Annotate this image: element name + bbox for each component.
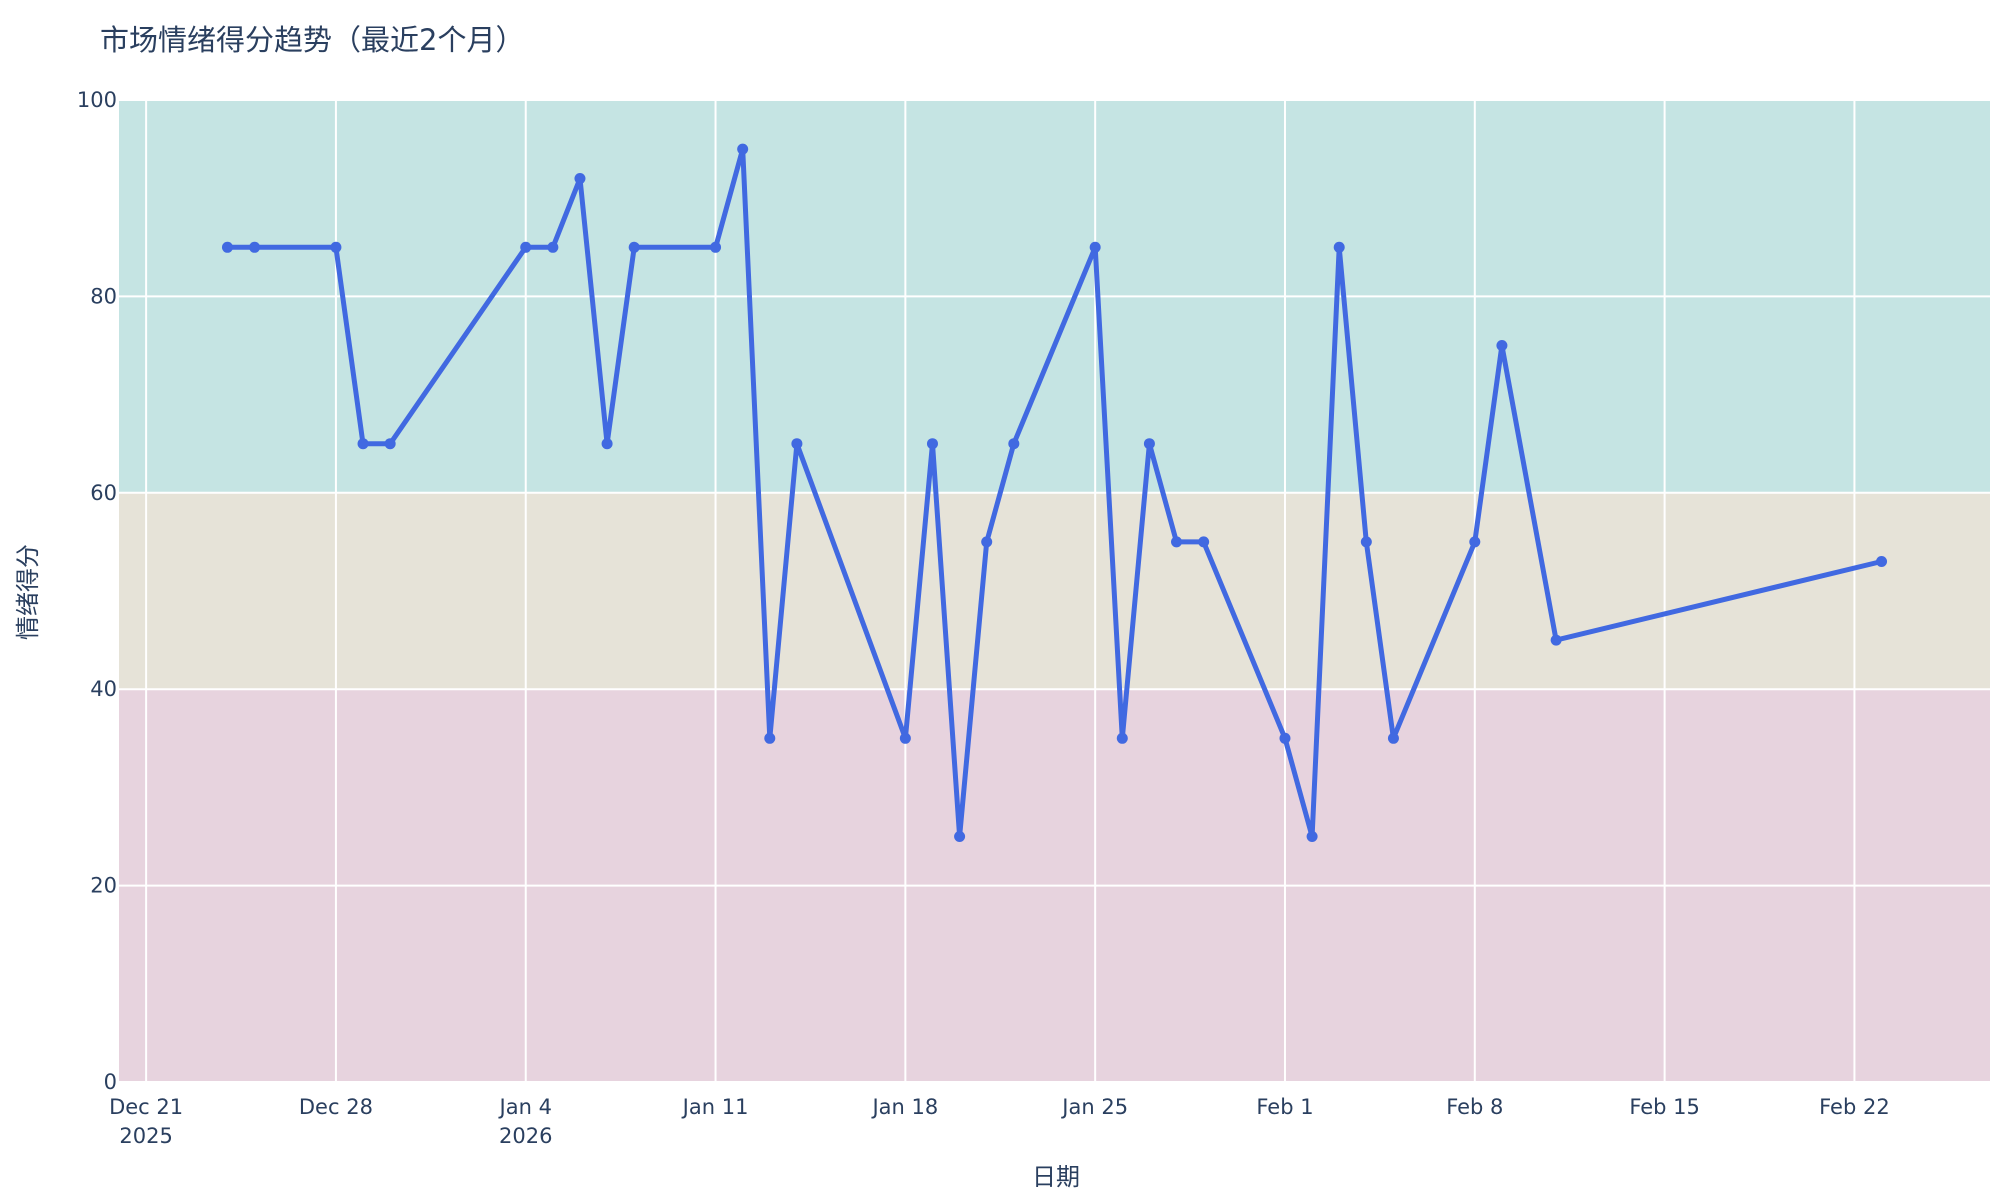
- x-tick-label: Dec 21: [109, 1095, 183, 1119]
- data-point[interactable]: [926, 438, 938, 450]
- data-point[interactable]: [601, 438, 613, 450]
- data-point[interactable]: [1496, 340, 1508, 351]
- x-tick-label: Jan 4: [498, 1095, 552, 1119]
- x-tick-label: Dec 28: [299, 1095, 373, 1119]
- data-point[interactable]: [628, 241, 640, 253]
- data-point[interactable]: [357, 438, 369, 450]
- data-point[interactable]: [1333, 241, 1345, 253]
- data-point[interactable]: [737, 143, 749, 155]
- x-tick-year-label: 2026: [499, 1124, 552, 1148]
- data-point[interactable]: [1198, 536, 1210, 548]
- chart-title: 市场情绪得分趋势（最近2个月）: [100, 23, 524, 57]
- data-point[interactable]: [981, 536, 993, 548]
- data-point[interactable]: [547, 241, 559, 253]
- y-axis-title: 情绪得分: [14, 544, 42, 640]
- series-layer: [221, 143, 1888, 842]
- data-point[interactable]: [1116, 732, 1128, 744]
- data-point[interactable]: [1008, 438, 1020, 450]
- x-axis-ticks: Dec 21 2025 Dec 28 Jan 4 2026 Jan 11 Jan 18 Jan…: [109, 1095, 1890, 1148]
- data-point[interactable]: [1360, 536, 1372, 548]
- score-band-40-60: [119, 492, 1990, 690]
- data-point[interactable]: [1143, 438, 1155, 450]
- data-point[interactable]: [1469, 536, 1481, 548]
- data-point[interactable]: [764, 732, 776, 744]
- x-tick-label: Jan 25: [1060, 1095, 1128, 1119]
- y-tick-label: 20: [90, 874, 117, 898]
- data-point[interactable]: [249, 241, 261, 253]
- data-point[interactable]: [1306, 831, 1318, 842]
- data-point[interactable]: [1089, 241, 1101, 253]
- score-bands: [119, 100, 1990, 1082]
- data-point[interactable]: [574, 173, 586, 185]
- data-point[interactable]: [1550, 634, 1562, 646]
- data-point[interactable]: [221, 241, 233, 253]
- data-point[interactable]: [330, 241, 342, 253]
- data-point[interactable]: [1876, 556, 1888, 568]
- data-point[interactable]: [520, 241, 532, 253]
- gridlines: [119, 99, 1990, 1083]
- y-axis-ticks: 0 20 40 60 80 100: [77, 88, 117, 1094]
- x-tick-label: Jan 18: [870, 1095, 938, 1119]
- y-tick-label: 80: [90, 284, 117, 308]
- data-point[interactable]: [899, 732, 911, 744]
- x-tick-label: Jan 11: [681, 1095, 749, 1119]
- data-point[interactable]: [1171, 536, 1183, 548]
- data-point[interactable]: [791, 438, 803, 450]
- data-point[interactable]: [1387, 732, 1399, 744]
- data-point[interactable]: [1279, 732, 1291, 744]
- x-tick-label: Feb 22: [1819, 1095, 1890, 1119]
- y-tick-label: 60: [90, 481, 117, 505]
- x-tick-label: Feb 15: [1629, 1095, 1700, 1119]
- data-point[interactable]: [710, 241, 722, 253]
- x-tick-year-label: 2025: [119, 1124, 172, 1148]
- x-tick-label: Feb 1: [1256, 1095, 1313, 1119]
- x-tick-label: Feb 8: [1446, 1095, 1503, 1119]
- y-tick-label: 100: [77, 88, 117, 112]
- y-tick-label: 0: [104, 1070, 117, 1094]
- data-point[interactable]: [384, 438, 396, 450]
- data-point[interactable]: [954, 831, 966, 842]
- y-tick-label: 40: [90, 677, 117, 701]
- x-axis-title: 日期: [1032, 1163, 1080, 1191]
